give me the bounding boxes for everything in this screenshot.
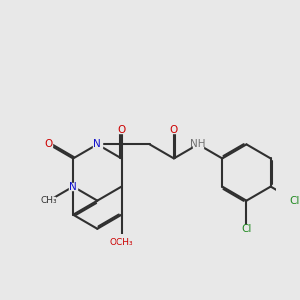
Bar [43, 197, 55, 204]
Bar [93, 141, 101, 148]
Bar [291, 197, 299, 204]
Text: O: O [45, 140, 53, 149]
Text: Cl: Cl [241, 224, 252, 234]
Text: O: O [117, 125, 126, 135]
Bar [46, 141, 52, 148]
Text: N: N [94, 140, 101, 149]
Bar [171, 127, 177, 134]
Text: OCH₃: OCH₃ [110, 238, 133, 247]
Text: N: N [69, 182, 77, 192]
Bar [193, 141, 203, 148]
Text: O: O [170, 125, 178, 135]
Text: NH: NH [190, 140, 206, 149]
Bar [242, 225, 250, 232]
Bar [112, 239, 131, 246]
Text: CH₃: CH₃ [40, 196, 57, 205]
Bar [118, 127, 124, 134]
Text: Cl: Cl [290, 196, 300, 206]
Bar [69, 183, 77, 190]
